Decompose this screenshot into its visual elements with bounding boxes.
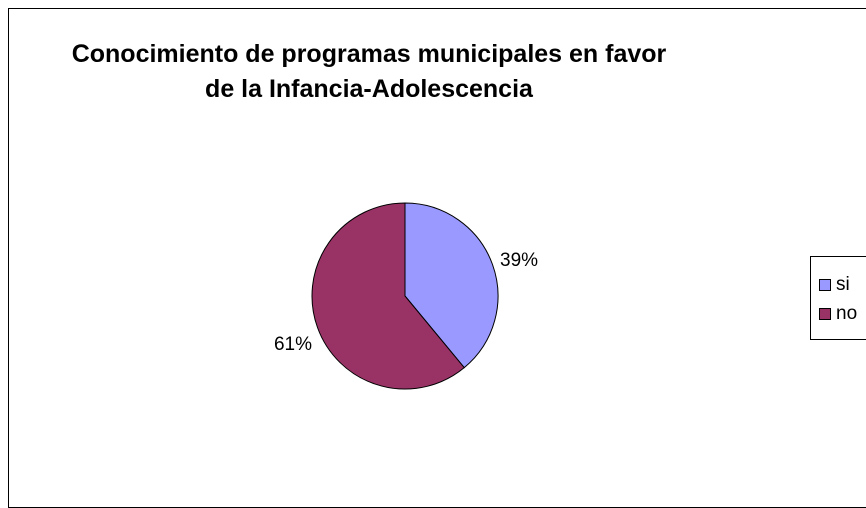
pie-slice-si — [404, 202, 499, 369]
legend-item-si: si — [819, 270, 866, 299]
legend-swatch-si — [819, 278, 831, 291]
legend-swatch-no — [819, 307, 831, 320]
data-label-si: 39% — [500, 250, 538, 271]
data-label-no: 61% — [274, 334, 312, 355]
pie-slice-no — [311, 202, 465, 390]
legend-label-no: no — [836, 302, 858, 324]
legend-label-si: si — [836, 273, 850, 295]
chart-title: Conocimiento de programas municipales en… — [69, 37, 669, 107]
chart-title-line-2: de la Infancia-Adolescencia — [205, 75, 533, 103]
pie-chart: 39% 61% — [274, 202, 538, 390]
legend-item-no: no — [819, 299, 866, 328]
chart-title-line-1: Conocimiento de programas municipales en… — [71, 40, 667, 68]
chart-legend: si no — [810, 256, 866, 340]
